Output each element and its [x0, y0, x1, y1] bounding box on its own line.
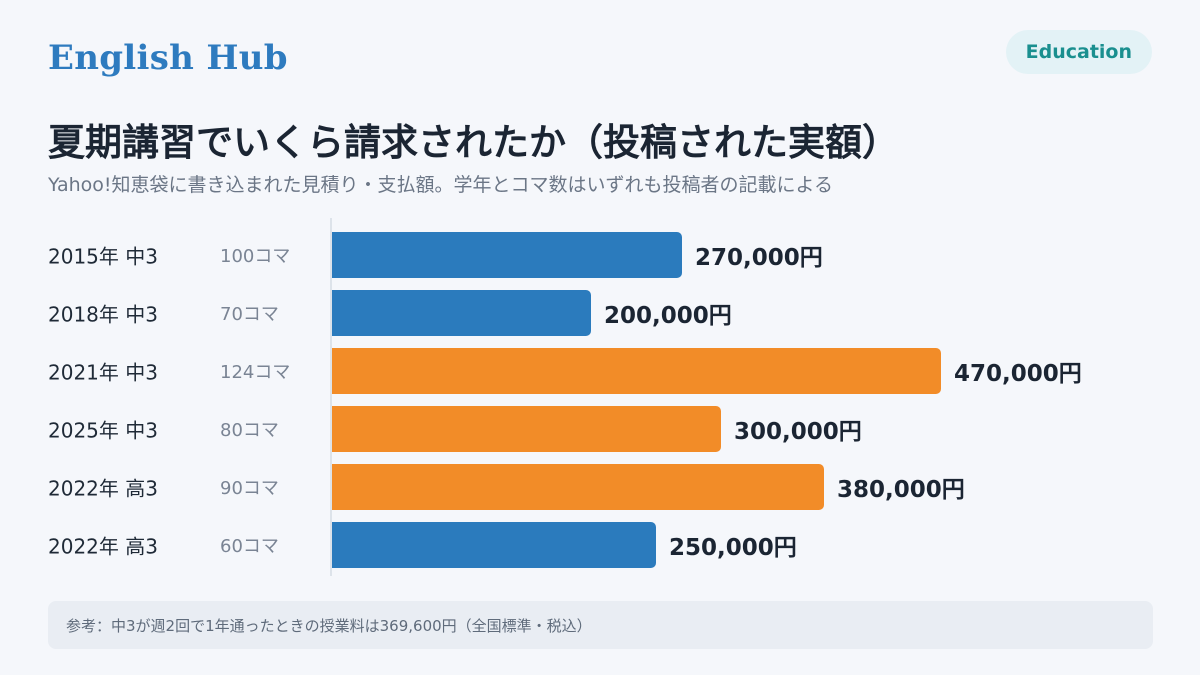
- bar-chart: 2015年 中3 100コマ 270,000円 2018年 中3 70コマ 200,000…: [48, 218, 1082, 576]
- bar-value-label: 300,000円: [734, 419, 862, 445]
- bar-value-label: 470,000円: [954, 361, 1082, 387]
- category-label: 2021年 中3: [48, 360, 158, 385]
- lesson-count-label: 80コマ: [220, 420, 279, 441]
- category-label: 2015年 中3: [48, 244, 158, 269]
- category-label: 2022年 高3: [48, 534, 158, 559]
- category-label: 2025年 中3: [48, 418, 158, 443]
- bar: [332, 464, 824, 510]
- brand-logo: English Hub: [48, 38, 288, 78]
- bar: [332, 290, 591, 336]
- bar: [332, 406, 721, 452]
- lesson-count-label: 70コマ: [220, 304, 279, 325]
- category-label: 2022年 高3: [48, 476, 158, 501]
- category-label: 2018年 中3: [48, 302, 158, 327]
- bar-value-label: 380,000円: [837, 477, 965, 503]
- category-badge: Education: [1005, 30, 1152, 74]
- bar-value-label: 200,000円: [604, 303, 732, 329]
- bar-value-label: 250,000円: [669, 535, 797, 561]
- bar-value-label: 270,000円: [695, 245, 823, 271]
- page-title: 夏期講習でいくら請求されたか（投稿された実額）: [48, 120, 899, 164]
- lesson-count-label: 60コマ: [220, 536, 279, 557]
- bar: [332, 522, 656, 568]
- lesson-count-label: 124コマ: [220, 362, 291, 383]
- page-subtitle: Yahoo!知恵袋に書き込まれた見積り・支払額。学年とコマ数はいずれも投稿者の記…: [48, 174, 833, 196]
- lesson-count-label: 90コマ: [220, 478, 279, 499]
- bar: [332, 232, 682, 278]
- lesson-count-label: 100コマ: [220, 246, 291, 267]
- reference-note: 参考：中3が週2回で1年通ったときの授業料は369,600円（全国標準・税込）: [48, 601, 1153, 649]
- bar: [332, 348, 941, 394]
- chart-axis-line: [330, 218, 332, 576]
